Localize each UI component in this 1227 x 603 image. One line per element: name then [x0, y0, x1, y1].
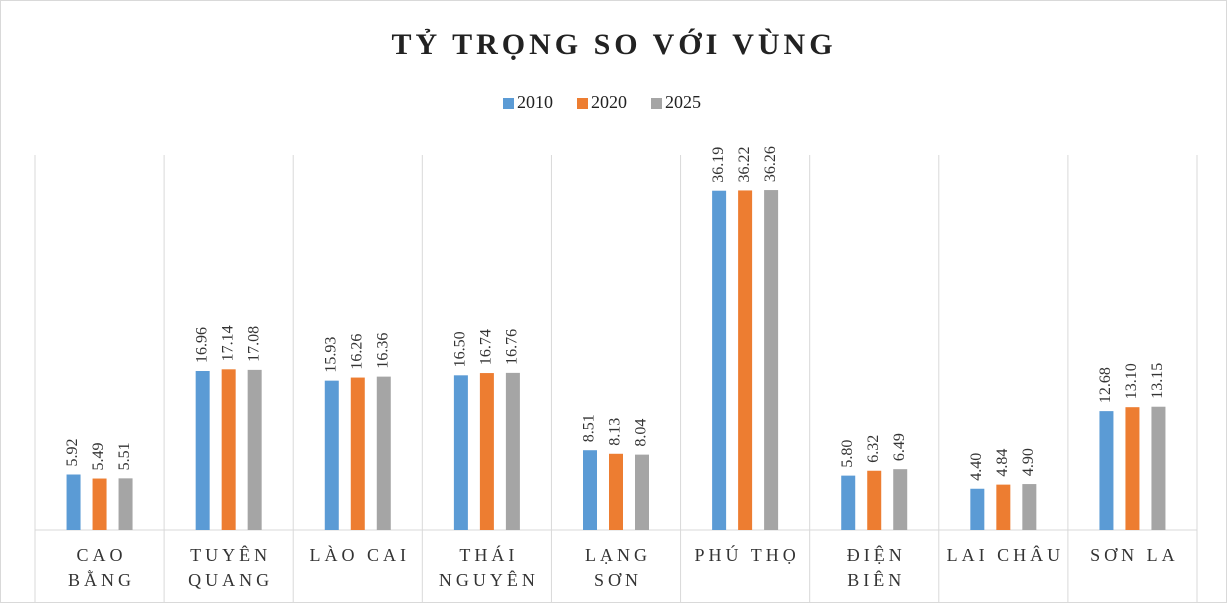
- bar: [1151, 406, 1166, 530]
- bar: [350, 377, 365, 530]
- x-tick-label: LÀO CAI: [310, 544, 411, 565]
- bar: [1125, 407, 1140, 530]
- value-label: 5.51: [116, 442, 133, 470]
- value-label: 8.51: [581, 414, 598, 442]
- bar: [479, 373, 494, 530]
- legend-swatch: [651, 98, 662, 109]
- bar: [841, 475, 856, 530]
- legend-swatch: [503, 98, 514, 109]
- bar: [118, 478, 133, 530]
- value-label: 17.08: [245, 326, 262, 362]
- x-tick-label: PHÚ THỌ: [695, 544, 800, 565]
- value-label: 4.90: [1020, 448, 1037, 476]
- bar: [324, 380, 339, 530]
- x-tick-label: CAO: [77, 545, 127, 565]
- bar: [1022, 484, 1037, 530]
- value-label: 13.10: [1123, 363, 1140, 399]
- value-label: 5.80: [839, 440, 856, 468]
- legend-label: 2020: [591, 92, 627, 112]
- bar: [583, 450, 597, 530]
- bar: [893, 469, 908, 530]
- value-label: 36.22: [736, 146, 753, 182]
- bar: [867, 470, 882, 530]
- legend-swatch: [577, 98, 588, 109]
- x-tick-label: BIÊN: [847, 569, 905, 590]
- bar: [453, 375, 468, 530]
- value-label: 4.40: [968, 453, 985, 481]
- bar: [1099, 411, 1114, 530]
- bar: [712, 190, 727, 530]
- x-tick-label: TUYÊN: [190, 544, 271, 565]
- value-label: 16.26: [348, 334, 365, 370]
- value-label: 4.84: [994, 449, 1011, 477]
- value-label: 16.36: [374, 333, 391, 369]
- x-tick-label: SƠN: [594, 570, 642, 590]
- value-label: 8.04: [633, 419, 650, 447]
- value-label: 17.14: [219, 325, 236, 361]
- bar: [221, 369, 236, 530]
- value-label: 16.96: [193, 327, 210, 363]
- bar: [92, 478, 107, 530]
- bar: [376, 376, 391, 530]
- x-tick-label: SƠN LA: [1090, 545, 1179, 565]
- bar: [970, 488, 985, 530]
- bar: [738, 190, 753, 530]
- value-label: 6.32: [865, 435, 882, 463]
- value-label: 13.15: [1149, 363, 1166, 399]
- value-label: 6.49: [891, 433, 908, 461]
- chart-title: TỶ TRỌNG SO VỚI VÙNG: [391, 28, 836, 61]
- x-tick-label: ĐIỆN: [847, 544, 906, 565]
- legend-label: 2010: [517, 92, 553, 112]
- bar: [66, 474, 81, 530]
- value-label: 16.74: [478, 329, 495, 365]
- value-label: 36.26: [762, 146, 779, 182]
- value-label: 16.50: [452, 331, 469, 367]
- legend-label: 2025: [665, 92, 701, 112]
- bar: [764, 190, 779, 530]
- x-tick-label: BẰNG: [68, 569, 135, 590]
- value-label: 5.92: [64, 439, 81, 467]
- value-label: 16.76: [504, 329, 521, 365]
- bar: [609, 453, 623, 530]
- bar: [996, 484, 1011, 530]
- x-tick-label: LẠNG: [585, 545, 651, 565]
- value-label: 12.68: [1097, 367, 1114, 403]
- bar: [247, 369, 262, 530]
- value-label: 5.49: [90, 443, 107, 471]
- x-tick-label: LAI CHÂU: [947, 544, 1065, 565]
- x-tick-label: THÁI: [459, 544, 518, 565]
- bar: [635, 454, 649, 530]
- value-label: 15.93: [322, 337, 339, 373]
- x-tick-label: QUANG: [188, 570, 273, 590]
- x-tick-label: NGUYÊN: [439, 569, 539, 590]
- value-label: 8.13: [607, 418, 624, 446]
- bar: [195, 371, 210, 530]
- value-label: 36.19: [710, 147, 727, 183]
- bar: [505, 372, 520, 530]
